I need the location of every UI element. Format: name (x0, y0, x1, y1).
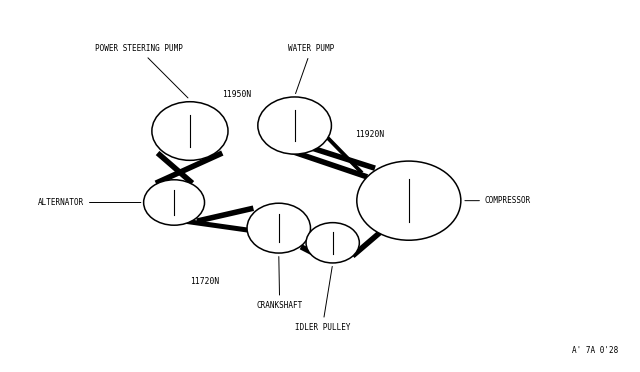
Text: WATER PUMP: WATER PUMP (288, 44, 335, 94)
Text: COMPRESSOR: COMPRESSOR (465, 196, 531, 205)
Text: IDLER PULLEY: IDLER PULLEY (294, 266, 350, 331)
Text: A' 7A 0'28: A' 7A 0'28 (572, 346, 618, 355)
Text: 11720N: 11720N (190, 277, 219, 286)
Ellipse shape (258, 97, 332, 154)
Ellipse shape (152, 102, 228, 160)
Text: CRANKSHAFT: CRANKSHAFT (257, 257, 303, 310)
Text: POWER STEERING PUMP: POWER STEERING PUMP (95, 44, 188, 98)
Text: 11950N: 11950N (221, 90, 251, 99)
Ellipse shape (247, 203, 310, 253)
Ellipse shape (143, 180, 205, 225)
Text: 11920N: 11920N (355, 130, 384, 139)
Ellipse shape (306, 223, 359, 263)
Text: ALTERNATOR: ALTERNATOR (38, 198, 141, 207)
Ellipse shape (356, 161, 461, 240)
